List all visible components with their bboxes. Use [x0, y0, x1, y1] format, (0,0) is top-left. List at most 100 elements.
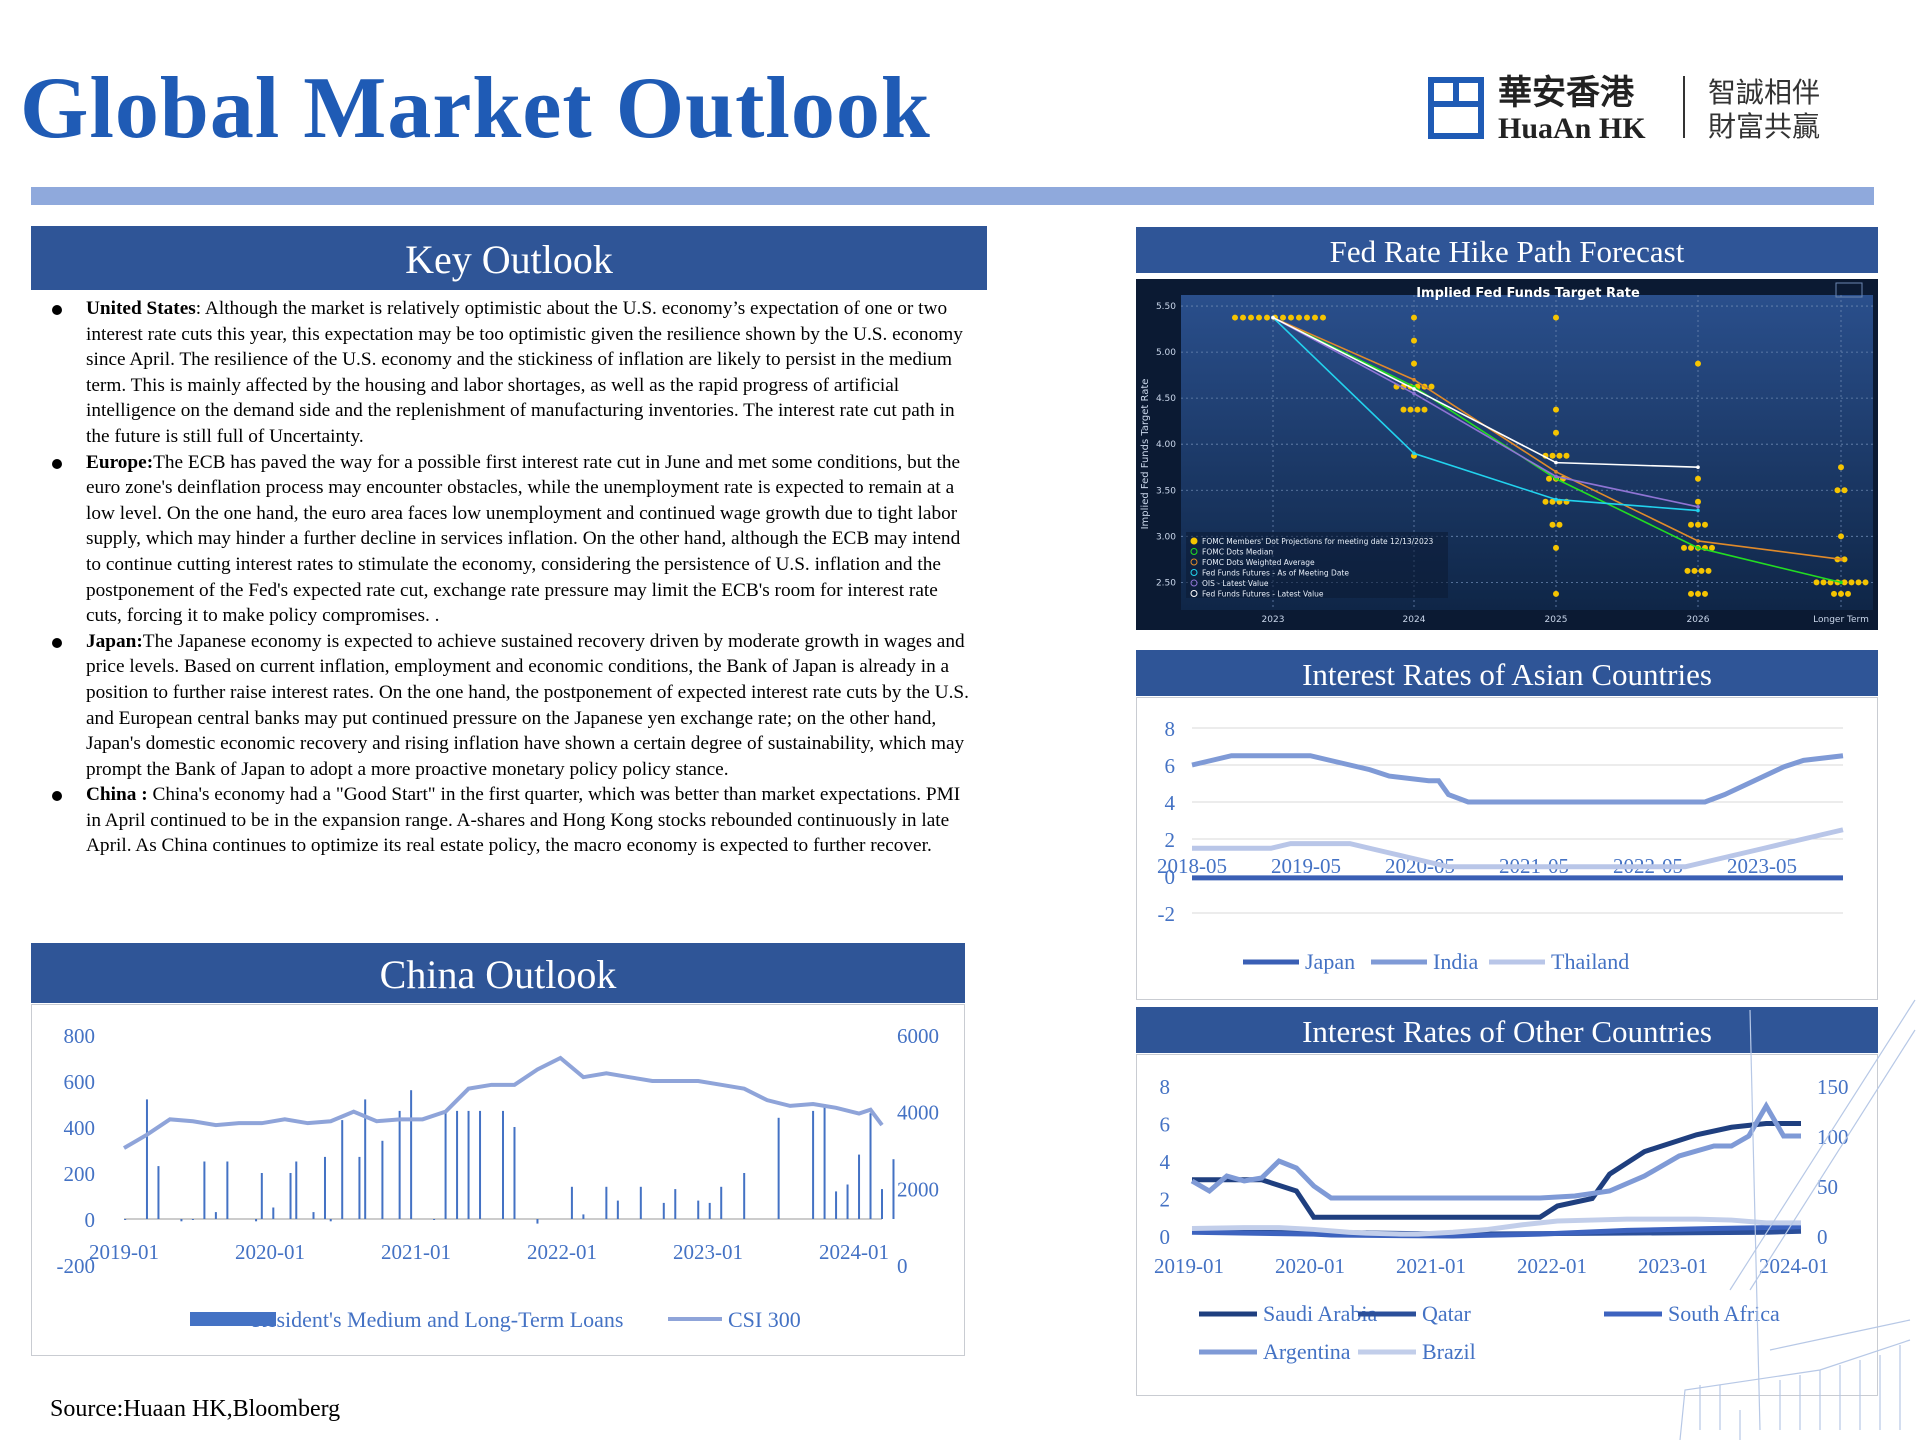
fed-heading: Fed Rate Hike Path Forecast: [1136, 227, 1878, 273]
china-loan-bar: [364, 1099, 367, 1219]
fed-line-point: [1696, 539, 1700, 543]
fed-dot: [1841, 556, 1848, 563]
other-x-tick: 2021-01: [1396, 1254, 1466, 1278]
fed-dot: [1549, 498, 1556, 505]
fed-line-point: [1696, 508, 1700, 513]
fed-dot: [1688, 590, 1694, 597]
fed-line-point: [1554, 474, 1558, 479]
outlook-item-japan: Japan:The Japanese economy is expected t…: [50, 629, 970, 783]
fed-chart-menu-icon: [1835, 282, 1863, 298]
logo-en-name: HuaAn HK: [1498, 112, 1646, 142]
fed-dot: [1288, 314, 1294, 321]
logo-cn-name: 華安香港: [1498, 74, 1635, 112]
fed-dot: [1563, 452, 1570, 459]
fed-chart-title: Implied Fed Funds Target Rate: [1416, 286, 1640, 301]
asia-y-tick: 2: [1165, 828, 1176, 852]
fed-legend-marker: [1190, 590, 1198, 597]
fed-dot: [1414, 406, 1421, 413]
fed-dot: [1813, 579, 1820, 586]
legend-loans-label: Resident's Medium and Long-Term Loans: [252, 1307, 623, 1332]
china-y-left-tick: 600: [64, 1070, 96, 1094]
outlook-region: Japan:: [86, 630, 143, 652]
fed-line-point: [1696, 465, 1700, 470]
huaan-logo-icon: [1428, 77, 1484, 139]
fed-dot: [1320, 314, 1326, 321]
fed-dot: [1421, 406, 1428, 413]
fed-dot: [1838, 590, 1844, 597]
china-loan-bar: [203, 1161, 206, 1219]
china-csi300-line: [122, 1055, 884, 1150]
fed-dot: [1848, 579, 1855, 586]
china-y-right-tick: 6000: [897, 1024, 939, 1048]
china-loan-bar: [536, 1219, 539, 1224]
asia-x-tick: 2023-05: [1727, 854, 1797, 878]
other-y-left-tick: 2: [1160, 1188, 1171, 1212]
other-x-tick: 2020-01: [1275, 1254, 1345, 1278]
fed-line-point: [1271, 315, 1275, 320]
fed-dot: [1838, 533, 1844, 540]
other-legend-label: Argentina: [1263, 1339, 1351, 1364]
fed-y-axis-label: Implied Fed Funds Target Rate: [1140, 379, 1151, 530]
china-loan-bar: [289, 1173, 292, 1219]
china-loan-bar: [479, 1110, 482, 1219]
fed-dot: [1831, 590, 1837, 597]
china-y-left-tick: 800: [64, 1024, 96, 1048]
logo-slogan-2: 財富共贏: [1708, 111, 1820, 142]
fed-dot: [1549, 521, 1556, 528]
bullet-icon: [52, 458, 62, 469]
asia-heading-text: Interest Rates of Asian Countries: [1302, 657, 1712, 692]
china-loan-bar: [312, 1212, 315, 1219]
china-y-left-tick: 400: [64, 1116, 96, 1140]
fed-dot: [1855, 579, 1862, 586]
fed-y-tick: 3.00: [1156, 532, 1176, 542]
other-y-right-tick: 0: [1817, 1225, 1828, 1249]
fed-dot: [1841, 487, 1848, 494]
asia-chart-panel: 8 6 4 2 0 -2 2018-05 2019-05 2020-05 2021-05 2022-…: [1136, 697, 1878, 1000]
fed-dot: [1400, 406, 1407, 413]
other-y-left-tick: 6: [1160, 1113, 1171, 1137]
other-y-left-tick: 8: [1160, 1075, 1171, 1099]
fed-dot: [1845, 590, 1851, 597]
fed-dot: [1695, 498, 1701, 505]
china-loan-bar: [846, 1184, 849, 1219]
asia-y-tick: 0: [1165, 865, 1176, 889]
fed-dot: [1240, 314, 1246, 321]
fed-dot: [1702, 521, 1708, 528]
fed-line-point: [1696, 546, 1700, 550]
fed-x-tick: Longer Term: [1813, 615, 1869, 625]
china-loan-bar: [180, 1219, 183, 1222]
china-loan-bar: [605, 1186, 608, 1219]
fed-dot: [1312, 314, 1318, 321]
fed-dot: [1688, 544, 1694, 551]
fed-dot: [1256, 314, 1262, 321]
bullet-icon: [52, 637, 62, 648]
fed-x-tick: 2024: [1403, 615, 1426, 625]
fed-dot: [1695, 590, 1701, 597]
china-loan-bar: [467, 1110, 470, 1219]
fed-y-tick: 5.50: [1156, 302, 1176, 312]
fed-dot: [1862, 579, 1869, 586]
other-heading-text: Interest Rates of Other Countries: [1302, 1014, 1712, 1049]
china-loan-bar: [513, 1127, 516, 1219]
fed-line-point: [1412, 451, 1416, 456]
key-outlook-heading-text: Key Outlook: [405, 237, 613, 282]
china-loan-bar: [260, 1173, 263, 1219]
logo-slogan-1: 智誠相伴: [1708, 77, 1820, 109]
fed-line-4: [1272, 316, 1699, 469]
china-x-tick: 2020-01: [235, 1240, 305, 1264]
fed-legend-label: FOMC Dots Median: [1202, 548, 1273, 557]
fed-legend-marker: [1190, 558, 1198, 566]
fed-line-point: [1839, 580, 1843, 585]
china-loan-bar: [869, 1113, 872, 1219]
china-loan-bar: [582, 1214, 585, 1219]
outlook-sep: :: [195, 298, 205, 319]
outlook-item-us: United States: Although the market is re…: [50, 296, 970, 450]
fed-dot: [1553, 590, 1559, 597]
fed-line-point: [1412, 377, 1416, 382]
china-loan-bar: [835, 1191, 838, 1219]
fed-dot: [1834, 487, 1841, 494]
china-outlook-heading: China Outlook: [31, 943, 965, 1003]
china-loan-bar: [145, 1099, 148, 1219]
fed-dot: [1553, 314, 1559, 321]
